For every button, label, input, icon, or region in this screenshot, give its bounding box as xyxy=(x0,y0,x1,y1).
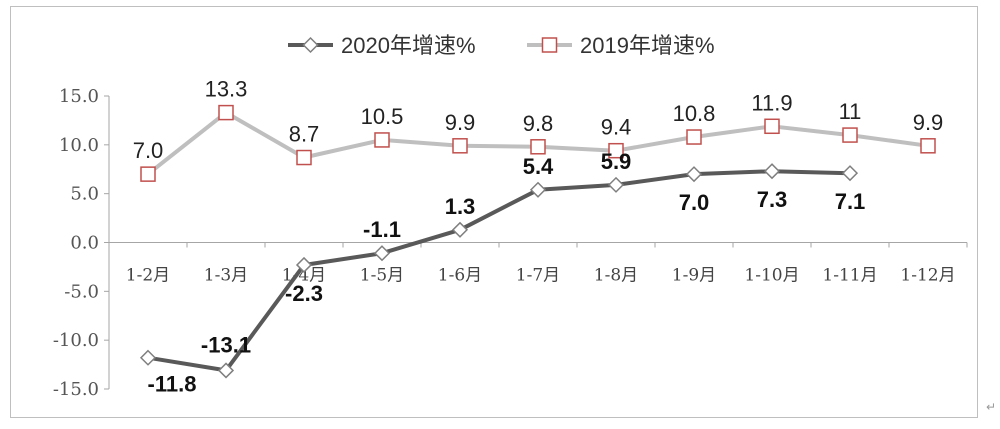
series-line-2020 xyxy=(147,169,851,373)
marker-2020 xyxy=(529,181,547,198)
y-tick-label: 5.0 xyxy=(70,184,99,205)
data-labels: 7.0 13.3 8.7 10.5 9.9 9.8 9.4 10.8 11.9 11 9.9 -11.… xyxy=(133,77,944,397)
x-tick-label: 1-8月 xyxy=(594,266,638,286)
marker-2019 xyxy=(920,138,936,154)
marker-2019 xyxy=(296,149,312,166)
y-tick-label: -15.0 xyxy=(53,379,99,400)
data-label-2020: -13.1 xyxy=(201,332,251,357)
legend-label-2020: 2020年增速% xyxy=(341,33,476,58)
marker-2019 xyxy=(686,129,702,145)
data-label-2019: 10.8 xyxy=(673,101,716,126)
data-label-2020: 7.3 xyxy=(757,187,788,212)
y-tick-label: 10.0 xyxy=(59,135,99,156)
return-mark: ↵ xyxy=(986,400,997,414)
legend-marker-2020 xyxy=(302,36,319,54)
x-tick-label: 1-10月 xyxy=(744,266,799,286)
y-tick-label: 0.0 xyxy=(70,233,99,254)
x-tick-label: 1-6月 xyxy=(438,266,482,286)
data-label-2019: 7.0 xyxy=(133,138,164,163)
data-label-2020: 7.1 xyxy=(835,189,866,214)
marker-2019 xyxy=(842,127,858,143)
marker-2019 xyxy=(374,132,390,148)
marker-2020 xyxy=(295,256,313,274)
legend: 2020年增速% 2019年增速% xyxy=(288,33,715,58)
x-tick-label: 1-11月 xyxy=(822,266,877,286)
data-label-2019: 11.9 xyxy=(751,90,792,115)
data-label-2019: 9.9 xyxy=(913,110,944,135)
marker-2020 xyxy=(763,163,781,180)
x-tick-label: 1-12月 xyxy=(900,266,955,286)
data-label-2020: -2.3 xyxy=(285,281,323,306)
marker-2020 xyxy=(451,221,469,238)
data-label-2019: 9.8 xyxy=(523,111,554,136)
marker-2019 xyxy=(218,104,234,121)
marker-2020 xyxy=(139,349,157,366)
marker-2019 xyxy=(140,166,156,182)
data-label-2020: 7.0 xyxy=(679,190,710,215)
data-label-2020: -11.8 xyxy=(148,372,197,397)
y-tick-label: 15.0 xyxy=(59,86,99,107)
data-label-2019: 13.3 xyxy=(205,77,248,102)
marker-2020 xyxy=(607,176,625,193)
data-label-2020: 5.4 xyxy=(523,154,554,179)
data-label-2019: 11 xyxy=(839,99,862,124)
data-label-2019: 10.5 xyxy=(361,104,404,129)
marker-2019 xyxy=(530,139,546,155)
y-tick-label: -10.0 xyxy=(53,330,99,351)
marker-2020 xyxy=(373,245,391,262)
data-label-2020: 1.3 xyxy=(445,194,476,219)
x-tick-label: 1-2月 xyxy=(126,266,170,286)
x-tick-label: 1-9月 xyxy=(672,266,716,286)
chart-frame: 2020年增速% 2019年增速% 15.0 10.0 5.0 0.0 -5.0 -10.0… xyxy=(10,6,978,418)
data-label-2019: 8.7 xyxy=(289,122,320,147)
data-label-2020: 5.9 xyxy=(601,149,632,174)
legend-label-2019: 2019年增速% xyxy=(580,33,715,58)
marker-2020 xyxy=(841,165,859,182)
x-tick-label: 1-3月 xyxy=(204,266,248,286)
marker-2020 xyxy=(685,166,703,183)
marker-2019 xyxy=(452,138,468,154)
data-label-2019: 9.4 xyxy=(601,115,632,140)
y-tick-label: -5.0 xyxy=(64,281,99,302)
marker-2020 xyxy=(217,362,235,379)
marker-2019 xyxy=(764,118,780,135)
x-tick-label: 1-5月 xyxy=(360,266,404,286)
axes: 15.010.05.00.0-5.0-10.0-15.01-2月 1-3月 1-4月… xyxy=(53,86,968,400)
x-tick-label: 1-7月 xyxy=(516,266,560,286)
marker-2019 xyxy=(608,142,624,159)
line-chart: 2020年增速% 2019年增速% 15.0 10.0 5.0 0.0 -5.0 -10.0… xyxy=(53,33,968,400)
data-label-2020: -1.1 xyxy=(363,217,401,242)
data-label-2019: 9.9 xyxy=(445,110,476,135)
series-layer xyxy=(139,104,936,379)
legend-marker-2019 xyxy=(541,37,558,53)
